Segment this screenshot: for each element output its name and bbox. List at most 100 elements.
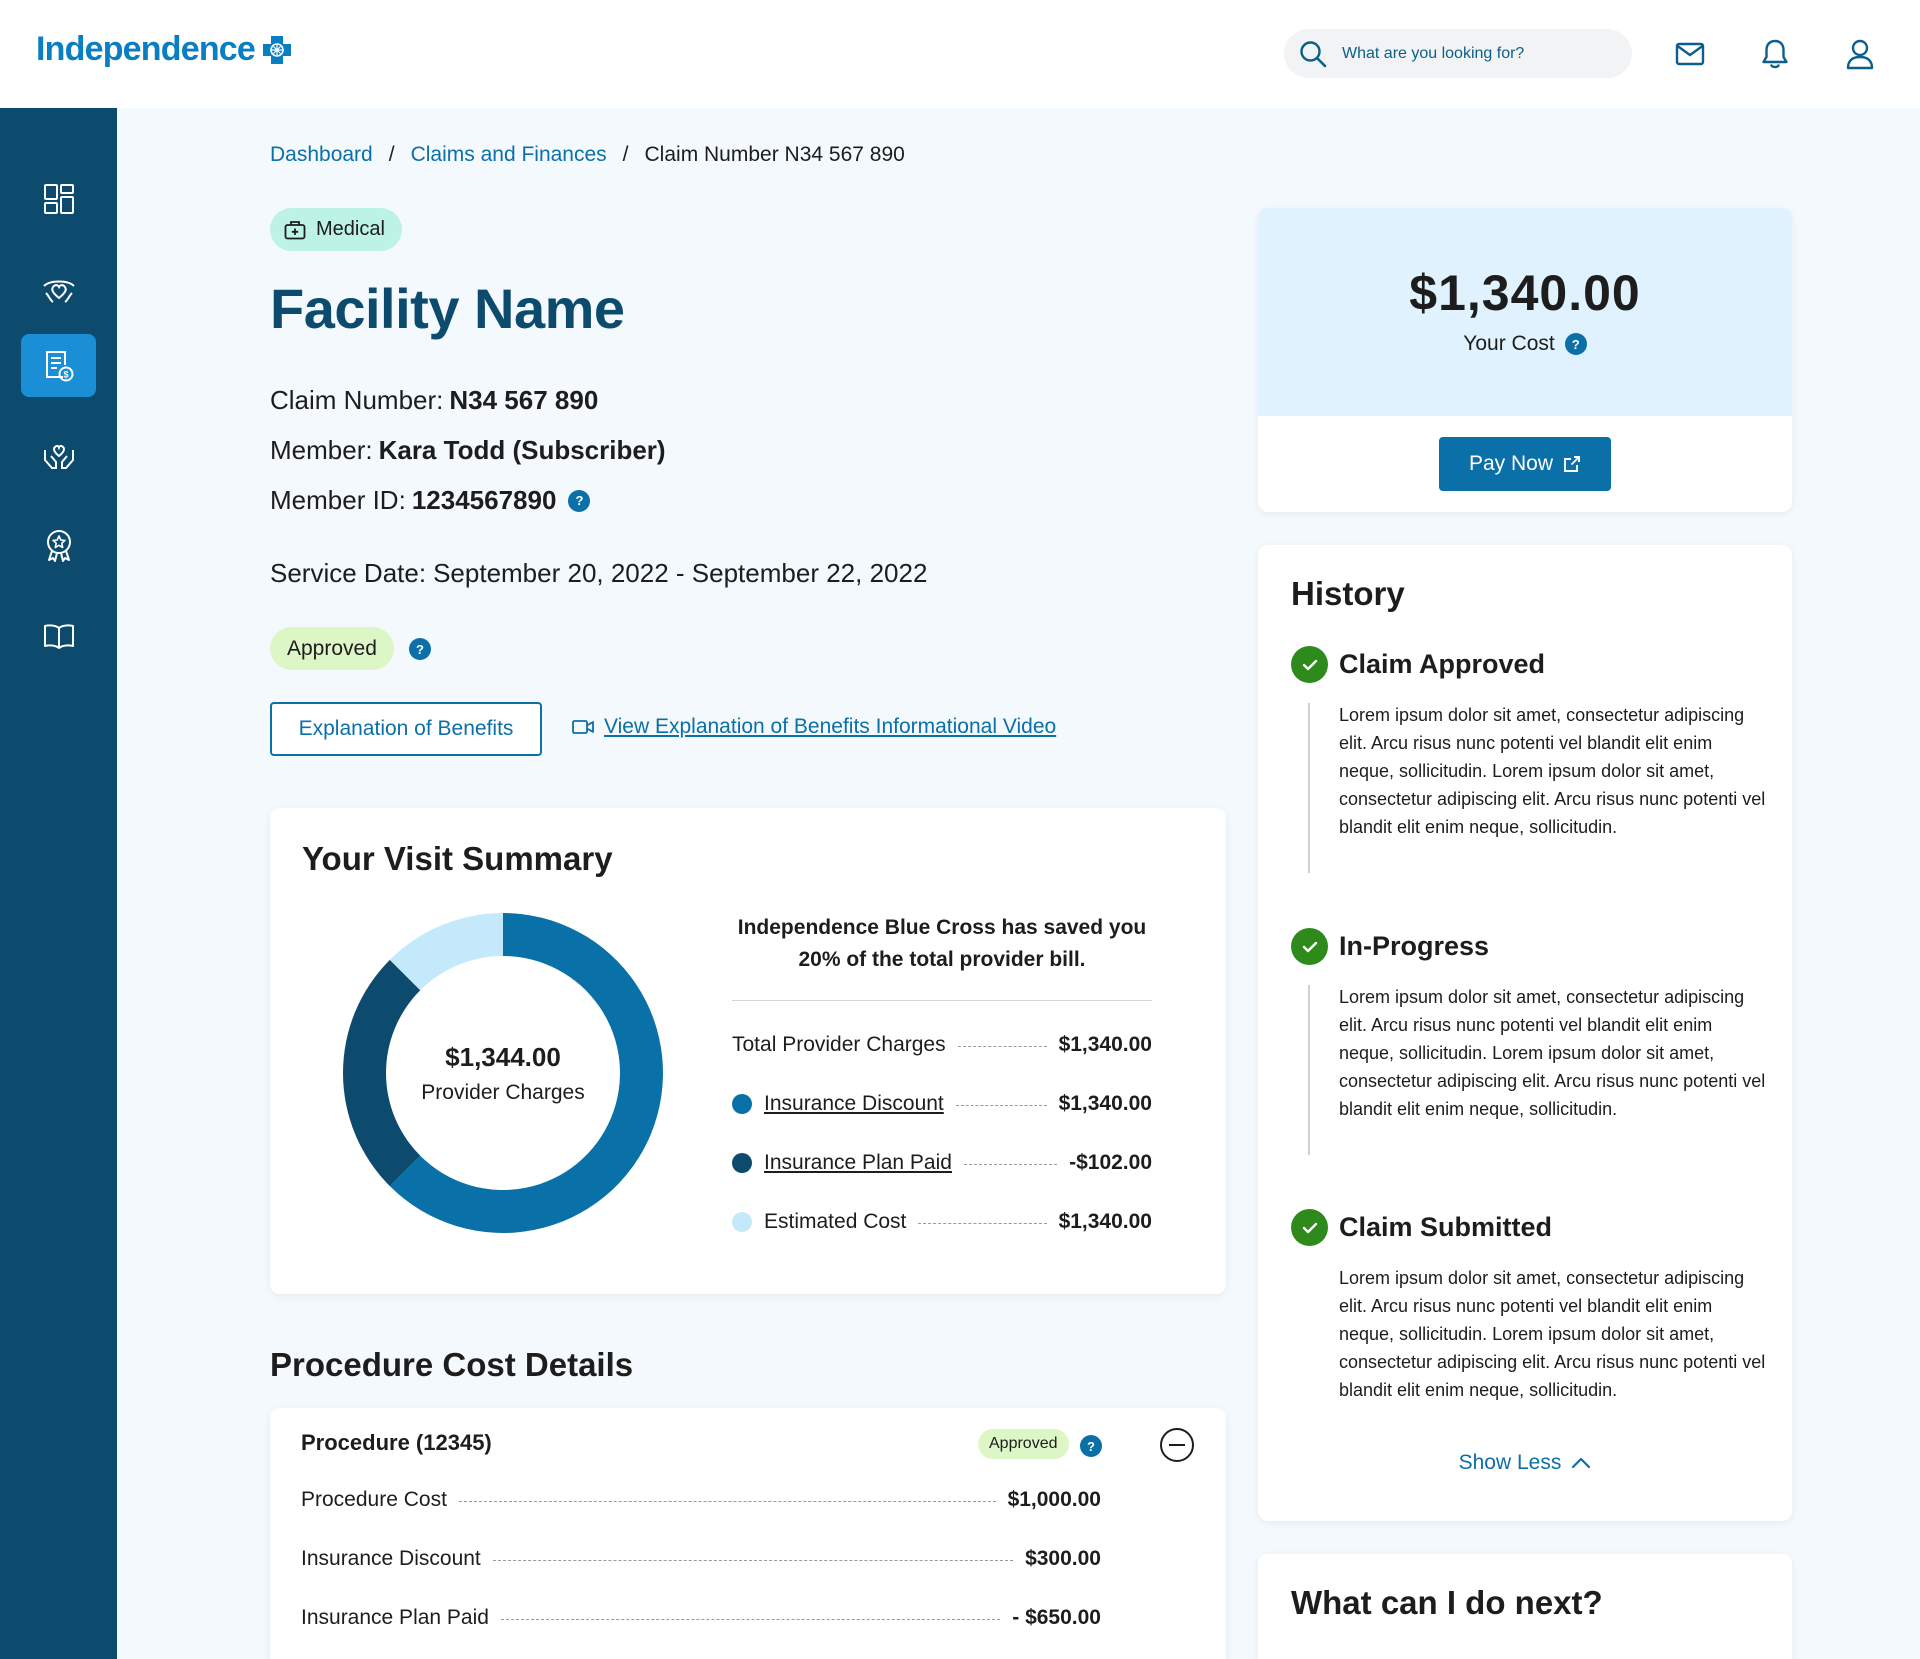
visit-summary-title: Your Visit Summary	[302, 840, 613, 877]
show-less-button[interactable]: Show Less	[1258, 1451, 1792, 1475]
timeline-connector	[1308, 985, 1310, 1155]
dashboard-grid-icon	[43, 183, 74, 214]
summary-row-estimated-cost: Estimated Cost $1,340.00	[732, 1210, 1152, 1234]
leader-dots	[458, 1501, 996, 1502]
provider-charges-amount: $1,344.00	[445, 1041, 561, 1072]
summary-row-insurance-plan-paid: Insurance Plan Paid -$102.00	[732, 1151, 1152, 1175]
member-label: Member:	[270, 435, 373, 465]
video-camera-icon	[572, 720, 594, 734]
history-item: Claim Submitted Lorem ipsum dolor sit am…	[1291, 1209, 1771, 1404]
blue-cross-icon	[263, 35, 292, 64]
sidebar-item-care[interactable]	[21, 424, 96, 487]
history-item-title: Claim Approved	[1339, 649, 1546, 679]
provider-charges-donut-chart	[343, 913, 663, 1233]
insurance-discount-link[interactable]: Insurance Discount	[764, 1092, 944, 1115]
your-cost-label: Your Cost	[1463, 332, 1555, 355]
breadcrumb-current: Claim Number N34 567 890	[644, 143, 905, 166]
procedure-cost-heading: Procedure Cost Details	[270, 1346, 634, 1383]
external-link-icon	[1564, 456, 1580, 472]
history-item-title: In-Progress	[1339, 931, 1490, 961]
leader-dots	[918, 1223, 1047, 1224]
procedure-row: Procedure Cost $1,000.00	[301, 1488, 1101, 1512]
service-date-value: September 20, 2022 - September 22, 2022	[433, 558, 928, 588]
donut-center: $1,344.00 Provider Charges	[343, 913, 663, 1233]
bell-icon[interactable]	[1758, 37, 1792, 71]
donut-slice-insurance-discount	[389, 913, 663, 1233]
award-ribbon-icon	[46, 529, 71, 562]
care-hands-icon	[43, 444, 74, 469]
check-circle-icon	[1291, 646, 1328, 683]
search-icon	[1298, 39, 1328, 69]
breadcrumb: Dashboard / Claims and Finances / Claim …	[270, 143, 905, 167]
your-cost-card: $1,340.00 Your Cost ? Pay Now	[1258, 208, 1792, 512]
explanation-of-benefits-button[interactable]: Explanation of Benefits	[270, 702, 542, 756]
claims-document-icon: $	[45, 350, 73, 381]
provider-charges-label: Provider Charges	[421, 1080, 585, 1104]
claim-number-value: N34 567 890	[449, 385, 599, 415]
collapse-minus-icon[interactable]	[1160, 1428, 1194, 1462]
summary-row-value: -$102.00	[1069, 1151, 1152, 1174]
procedure-row-label: Insurance Discount	[301, 1547, 481, 1570]
your-cost-label-row: Your Cost ?	[1258, 332, 1792, 356]
claim-number-label: Claim Number:	[270, 385, 444, 415]
history-item: In-Progress Lorem ipsum dolor sit amet, …	[1291, 928, 1771, 1123]
cost-banner	[1258, 208, 1792, 416]
check-circle-icon	[1291, 1209, 1328, 1246]
sidebar-item-wellness[interactable]	[21, 258, 96, 321]
legend-dot-estimated-cost	[732, 1212, 752, 1232]
summary-row-value: $1,340.00	[1058, 1092, 1152, 1115]
leader-dots	[957, 1046, 1047, 1047]
breadcrumb-claims-finances[interactable]: Claims and Finances	[410, 143, 607, 166]
independence-logo[interactable]: Independence	[36, 30, 293, 69]
next-steps-card: What can I do next?	[1258, 1554, 1792, 1659]
sidebar-item-dashboard[interactable]	[21, 167, 96, 230]
sidebar-item-claims[interactable]: $	[21, 334, 96, 397]
breadcrumb-separator: /	[622, 143, 629, 166]
donut-slice-estimated-cost	[389, 913, 503, 991]
cost-help-icon[interactable]: ?	[1564, 333, 1587, 355]
help-icon[interactable]: ?	[568, 489, 591, 512]
claim-number-line: Claim Number: N34 567 890	[270, 385, 598, 416]
procedure-row-label: Procedure Cost	[301, 1488, 447, 1511]
eob-video-link-label[interactable]: View Explanation of Benefits Information…	[604, 715, 1057, 738]
legend-dot-insurance-discount	[732, 1094, 752, 1114]
history-item-body: Lorem ipsum dolor sit amet, consectetur …	[1339, 987, 1766, 1119]
mail-icon[interactable]	[1673, 37, 1707, 71]
sidebar-item-rewards[interactable]	[21, 514, 96, 577]
leader-dots	[963, 1164, 1058, 1165]
procedure-row-value: - $650.00	[1012, 1606, 1101, 1629]
divider	[732, 1000, 1152, 1001]
procedure-row: Insurance Discount $300.00	[301, 1547, 1101, 1571]
page-title: Facility Name	[270, 277, 625, 340]
logo-wordmark: Independence	[36, 30, 256, 68]
procedure-row-label: Insurance Plan Paid	[301, 1606, 489, 1629]
pay-now-button[interactable]: Pay Now	[1439, 437, 1611, 491]
status-help-icon[interactable]: ?	[409, 638, 431, 660]
sidebar-item-library[interactable]	[21, 604, 96, 667]
next-steps-title: What can I do next?	[1291, 1584, 1603, 1621]
insurance-plan-paid-link[interactable]: Insurance Plan Paid	[764, 1151, 952, 1174]
show-less-label: Show Less	[1458, 1451, 1562, 1474]
service-date-label: Service Date:	[270, 558, 427, 588]
summary-row-label: Estimated Cost	[764, 1210, 907, 1233]
search-bar[interactable]	[1284, 29, 1632, 78]
eob-video-link[interactable]: View Explanation of Benefits Information…	[572, 715, 1056, 739]
procedure-help-icon[interactable]: ?	[1080, 1435, 1102, 1457]
history-item-body: Lorem ipsum dolor sit amet, consectetur …	[1339, 705, 1766, 837]
breadcrumb-dashboard[interactable]: Dashboard	[270, 143, 373, 166]
summary-row-label: Total Provider Charges	[732, 1033, 946, 1056]
heart-hands-icon	[42, 280, 75, 303]
summary-row-total-provider-charges: Total Provider Charges $1,340.00	[732, 1033, 1152, 1057]
legend-dot-insurance-plan-paid	[732, 1153, 752, 1173]
visit-summary-card: Your Visit Summary $1,344.00 Provider Ch…	[270, 808, 1226, 1294]
pay-now-label: Pay Now	[1468, 452, 1554, 475]
search-input[interactable]	[1342, 44, 1602, 63]
member-id-label: Member ID:	[270, 485, 406, 515]
user-icon[interactable]	[1843, 37, 1877, 71]
history-item-title: Claim Submitted	[1339, 1212, 1553, 1242]
procedure-row-value: $1,000.00	[1007, 1488, 1101, 1511]
history-item: Claim Approved Lorem ipsum dolor sit ame…	[1291, 646, 1771, 841]
procedure-row-value: $300.00	[1025, 1547, 1101, 1570]
medical-bag-icon	[284, 220, 306, 239]
leader-dots	[500, 1619, 1001, 1620]
